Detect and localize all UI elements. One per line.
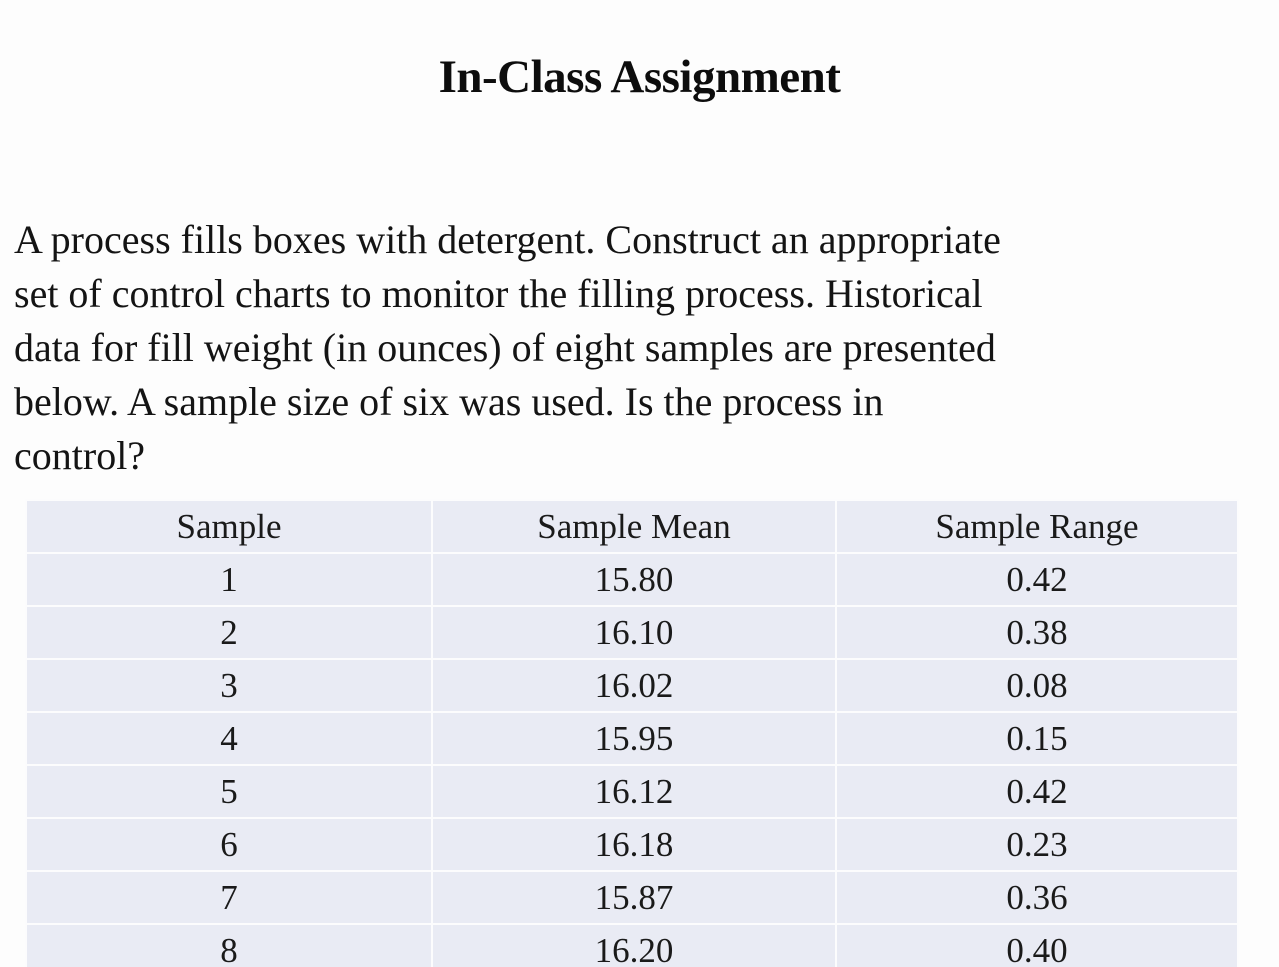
cell-mean: 16.20 xyxy=(431,923,837,967)
cell-sample: 2 xyxy=(25,605,433,660)
cell-sample: 7 xyxy=(25,870,433,925)
header-cell-mean: Sample Mean xyxy=(431,499,837,554)
cell-range: 0.08 xyxy=(835,658,1239,713)
table-header-row: Sample Sample Mean Sample Range xyxy=(25,499,1239,554)
paragraph-line: set of control charts to monitor the fil… xyxy=(14,271,983,316)
cell-range: 0.40 xyxy=(835,923,1239,967)
cell-mean: 15.95 xyxy=(431,711,837,766)
cell-mean: 16.02 xyxy=(431,658,837,713)
table-row: 8 16.20 0.40 xyxy=(25,923,1239,967)
cell-sample: 1 xyxy=(25,552,433,607)
header-cell-sample: Sample xyxy=(25,499,433,554)
cell-range: 0.15 xyxy=(835,711,1239,766)
cell-mean: 16.18 xyxy=(431,817,837,872)
cell-sample: 5 xyxy=(25,764,433,819)
table-row: 2 16.10 0.38 xyxy=(25,605,1239,660)
cell-mean: 16.12 xyxy=(431,764,837,819)
assignment-paragraph: A process fills boxes with detergent. Co… xyxy=(14,213,1254,483)
cell-mean: 16.10 xyxy=(431,605,837,660)
table-row: 6 16.18 0.23 xyxy=(25,817,1239,872)
paragraph-line: data for fill weight (in ounces) of eigh… xyxy=(14,325,996,370)
table-row: 1 15.80 0.42 xyxy=(25,552,1239,607)
cell-range: 0.38 xyxy=(835,605,1239,660)
cell-sample: 3 xyxy=(25,658,433,713)
paragraph-line: control? xyxy=(14,433,146,478)
cell-range: 0.36 xyxy=(835,870,1239,925)
slide-title: In-Class Assignment xyxy=(438,51,841,103)
slide: In-Class Assignment A process fills boxe… xyxy=(0,50,1279,967)
cell-mean: 15.80 xyxy=(431,552,837,607)
cell-sample: 6 xyxy=(25,817,433,872)
table-row: 4 15.95 0.15 xyxy=(25,711,1239,766)
paragraph-line: below. A sample size of six was used. Is… xyxy=(14,379,884,424)
sample-data-table: Sample Sample Mean Sample Range 1 15.80 … xyxy=(25,499,1239,967)
table-row: 3 16.02 0.08 xyxy=(25,658,1239,713)
cell-sample: 8 xyxy=(25,923,433,967)
cell-range: 0.42 xyxy=(835,764,1239,819)
cell-sample: 4 xyxy=(25,711,433,766)
table-row: 5 16.12 0.42 xyxy=(25,764,1239,819)
cell-mean: 15.87 xyxy=(431,870,837,925)
paragraph-line: A process fills boxes with detergent. Co… xyxy=(14,217,1001,262)
cell-range: 0.42 xyxy=(835,552,1239,607)
cell-range: 0.23 xyxy=(835,817,1239,872)
header-cell-range: Sample Range xyxy=(835,499,1239,554)
table-row: 7 15.87 0.36 xyxy=(25,870,1239,925)
